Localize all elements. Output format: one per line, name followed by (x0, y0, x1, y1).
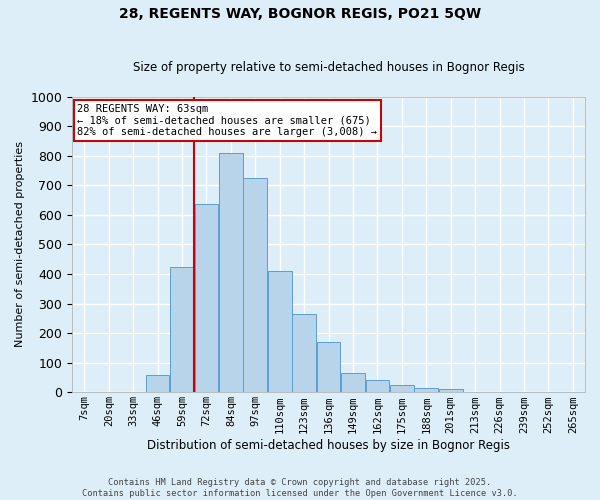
Bar (170, 266, 194, 392)
Text: Contains HM Land Registry data © Crown copyright and database right 2025.
Contai: Contains HM Land Registry data © Crown c… (82, 478, 518, 498)
Bar (146, 374, 169, 392)
Y-axis label: Number of semi-detached properties: Number of semi-detached properties (15, 142, 25, 348)
Bar (415, 388, 438, 392)
Bar (365, 380, 389, 392)
Bar (194, 204, 218, 392)
X-axis label: Distribution of semi-detached houses by size in Bognor Regis: Distribution of semi-detached houses by … (147, 440, 510, 452)
Bar (244, 178, 267, 392)
Bar (439, 390, 463, 392)
Text: 28 REGENTS WAY: 63sqm
← 18% of semi-detached houses are smaller (675)
82% of sem: 28 REGENTS WAY: 63sqm ← 18% of semi-deta… (77, 104, 377, 137)
Bar (317, 342, 340, 392)
Bar (341, 373, 365, 392)
Bar (219, 152, 243, 392)
Bar (390, 385, 413, 392)
Bar (292, 314, 316, 392)
Bar (268, 271, 292, 392)
Text: 28, REGENTS WAY, BOGNOR REGIS, PO21 5QW: 28, REGENTS WAY, BOGNOR REGIS, PO21 5QW (119, 8, 481, 22)
Title: Size of property relative to semi-detached houses in Bognor Regis: Size of property relative to semi-detach… (133, 62, 524, 74)
